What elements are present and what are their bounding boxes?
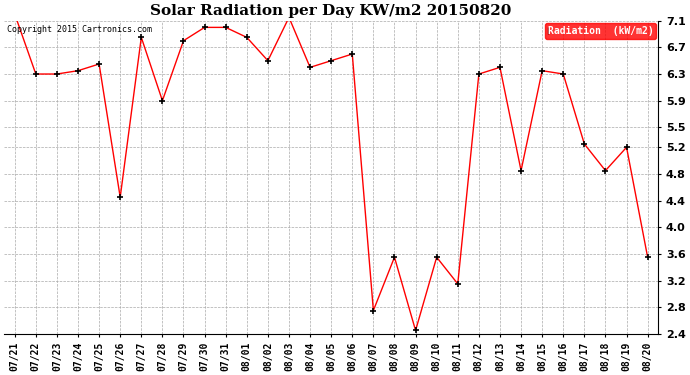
Title: Solar Radiation per Day KW/m2 20150820: Solar Radiation per Day KW/m2 20150820: [150, 4, 512, 18]
Legend: Radiation  (kW/m2): Radiation (kW/m2): [544, 22, 656, 39]
Text: Copyright 2015 Cartronics.com: Copyright 2015 Cartronics.com: [8, 26, 152, 34]
